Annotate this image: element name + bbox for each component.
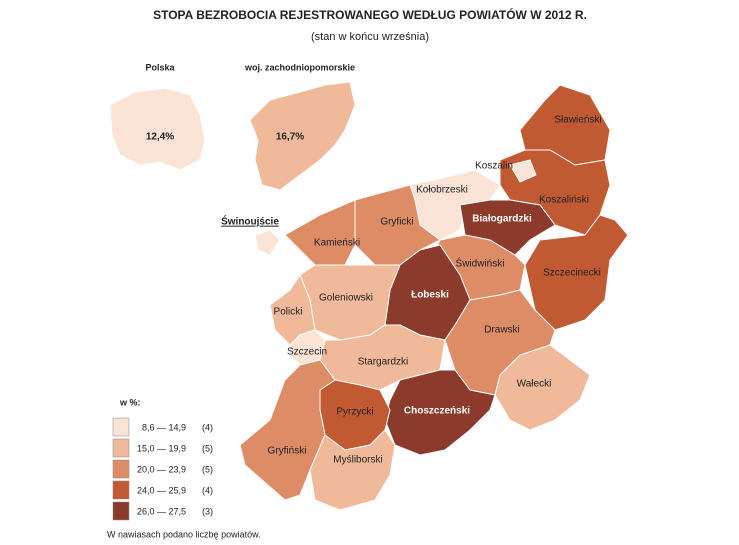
region-label: Gryfiński: [268, 446, 307, 457]
region: [284, 199, 356, 266]
region-label: Sławieński: [554, 115, 601, 126]
subtitle: (stan w końcu września): [311, 31, 429, 43]
legend-swatch: [112, 417, 130, 437]
legend-count: (4): [202, 422, 213, 432]
legend-range: 15,0 — 19,9: [137, 443, 186, 453]
region-label: Pyrzycki: [336, 407, 373, 418]
note: W nawiasach podano liczbę powiatów.: [107, 529, 261, 539]
region-label: Wałecki: [517, 379, 552, 390]
map: Sławieński Koszaliński Koszalin Szczecineck…: [221, 84, 629, 511]
region-label: Myśliborski: [333, 455, 382, 466]
legend-range: 24,0 — 25,9: [137, 485, 186, 495]
region: [524, 214, 629, 331]
region: [494, 344, 591, 431]
region-label: Goleniowski: [319, 293, 373, 304]
region-label: Koszalin: [475, 161, 513, 172]
region-label: Koszaliński: [539, 195, 589, 206]
region-label: Białogardzki: [472, 214, 532, 225]
region-label: Kamieński: [314, 238, 360, 249]
title: STOPA BEZROBOCIA REJESTROWANEGO WEDŁUG P…: [153, 7, 587, 22]
legend-swatch: [112, 480, 130, 500]
region-label: Policki: [274, 307, 303, 318]
legend-swatch: [112, 501, 130, 521]
inset-value: 16,7%: [276, 132, 304, 143]
legend-title: w %:: [119, 397, 141, 407]
legend-count: (4): [202, 485, 213, 495]
region-label: Stargardzki: [358, 357, 409, 368]
region: [309, 429, 396, 511]
inset-shape: [249, 81, 356, 191]
legend-swatch: [112, 459, 130, 479]
region: [509, 159, 537, 183]
region-label: Szczecin: [287, 347, 327, 358]
legend-swatch: [112, 438, 130, 458]
inset-label: woj. zachodniopomorskie: [244, 62, 355, 72]
inset-label: Polska: [145, 62, 175, 72]
region-label: Świdwiński: [456, 257, 505, 270]
legend-count: (5): [202, 443, 213, 453]
legend-range: 26,0 — 27,5: [137, 506, 186, 516]
region-label: Łobeski: [411, 290, 449, 301]
region-label: Świnoujście: [221, 215, 279, 228]
region-label: Szczecinecki: [543, 268, 601, 279]
region: [254, 229, 281, 256]
legend-count: (5): [202, 464, 213, 474]
region-label: Gryficki: [380, 217, 413, 228]
region-label: Kołobrzeski: [416, 185, 468, 196]
region-label: Choszczeński: [404, 406, 470, 417]
legend-count: (3): [202, 506, 213, 516]
legend-range: 8,6 — 14,9: [142, 422, 186, 432]
inset-shape: [109, 87, 206, 171]
inset-value: 12,4%: [146, 132, 174, 143]
region: [354, 184, 441, 266]
legend-range: 20,0 — 23,9: [137, 464, 186, 474]
region-label: Drawski: [484, 325, 520, 336]
